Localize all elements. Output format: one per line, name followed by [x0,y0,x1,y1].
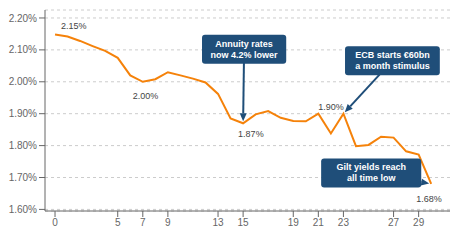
svg-text:27: 27 [388,217,400,228]
svg-text:2.00%: 2.00% [133,91,159,101]
svg-text:2.10%: 2.10% [9,44,37,55]
svg-text:23: 23 [338,217,350,228]
svg-text:1.87%: 1.87% [238,129,264,139]
svg-text:2.15%: 2.15% [61,21,87,31]
svg-text:Annuity ratesnow 4.2% lower: Annuity ratesnow 4.2% lower [211,39,279,60]
svg-text:1.70%: 1.70% [9,172,37,183]
svg-text:1.60%: 1.60% [9,204,37,215]
svg-text:21: 21 [313,217,325,228]
svg-text:2.00%: 2.00% [9,76,37,87]
svg-text:13: 13 [212,217,224,228]
svg-text:ECB starts €60bna month stimul: ECB starts €60bna month stimulus [355,50,430,71]
svg-text:1.80%: 1.80% [9,140,37,151]
svg-text:1.90%: 1.90% [318,102,344,112]
svg-text:15: 15 [238,217,250,228]
svg-text:29: 29 [413,217,425,228]
svg-text:1.90%: 1.90% [9,108,37,119]
svg-text:Gilt yields reachall time low: Gilt yields reachall time low [336,162,406,183]
svg-text:9: 9 [165,217,171,228]
svg-text:7: 7 [140,217,146,228]
svg-text:0: 0 [52,217,58,228]
svg-text:1.68%: 1.68% [416,194,442,204]
svg-text:2.20%: 2.20% [9,13,37,24]
svg-text:19: 19 [288,217,300,228]
svg-text:5: 5 [115,217,121,228]
